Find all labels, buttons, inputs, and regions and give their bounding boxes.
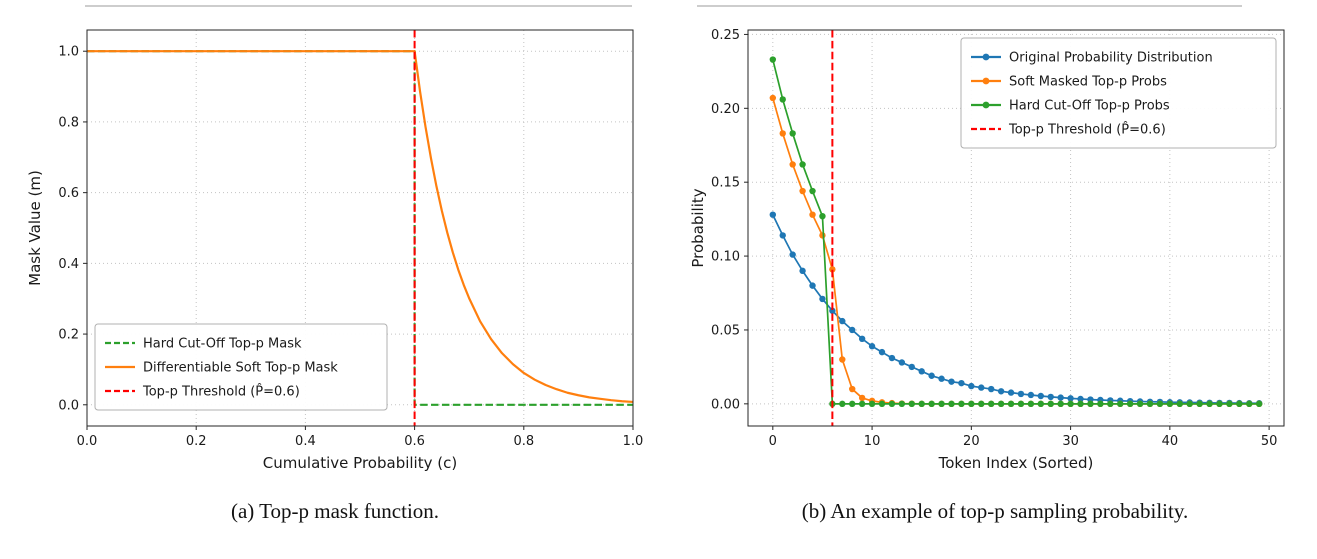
legend-label: Top-p Threshold (P̂=0.6) (1008, 122, 1166, 137)
y-axis-label: Mask Value (m) (26, 170, 44, 286)
top-rule-right (697, 5, 1242, 7)
axis-ticks: 0.0 0.2 0.4 0.6 0.8 1.0 0.0 0.2 0.4 0.6 0.8 1.0 (58, 45, 643, 449)
legend: Original Probability Distribution Soft Ma… (960, 37, 1277, 149)
x-tick-label: 0.8 (513, 434, 534, 449)
chart-b: 0 10 20 30 40 50 0.00 0.05 0.10 0.15 0.20 0.25 Token… (689, 28, 1285, 472)
legend-entry-soft-masked-top-p-probs: Soft Masked Top-p Probs (971, 75, 1167, 90)
legend-entry-hard-cut-off-top-p-probs: Hard Cut-Off Top-p Probs (971, 99, 1170, 114)
series-differentiable-soft-top-p-mask (87, 50, 634, 404)
series-original-probability-distribution (769, 211, 1263, 407)
legend-entry-top-p-threshold-p-0-6: Top-p Threshold (P̂=0.6) (105, 384, 300, 400)
y-tick-label: 0.25 (711, 28, 740, 43)
y-axis-label: Probability (689, 188, 707, 267)
x-tick-label: 0 (769, 434, 777, 449)
x-axis-label: Token Index (Sorted) (938, 454, 1094, 472)
x-tick-label: 40 (1162, 434, 1179, 449)
y-tick-label: 0.05 (711, 323, 740, 338)
y-tick-label: 0.8 (58, 115, 79, 130)
legend-label: Soft Masked Top-p Probs (1009, 75, 1167, 90)
y-tick-label: 0.15 (711, 176, 740, 191)
legend-label: Differentiable Soft Top-p Mask (143, 361, 338, 376)
legend: Hard Cut-Off Top-p Mask Differentiable So… (94, 323, 388, 411)
legend-entry-top-p-threshold-p-0-6: Top-p Threshold (P̂=0.6) (971, 122, 1166, 138)
y-tick-label: 0.6 (58, 186, 79, 201)
y-tick-label: 0.4 (58, 257, 79, 272)
y-tick-label: 0.00 (711, 397, 740, 412)
caption-subfigure-a: (a) Top-p mask function. (230, 499, 440, 523)
x-tick-label: 20 (963, 434, 980, 449)
y-tick-label: 0.2 (58, 328, 79, 343)
x-axis-label: Cumulative Probability (c) (263, 454, 457, 472)
legend-label: Top-p Threshold (P̂=0.6) (142, 384, 300, 399)
axes-frame (747, 29, 1285, 427)
legend-label: Original Probability Distribution (1009, 51, 1213, 66)
series-hard-cut-off-top-p-probs (769, 56, 1263, 408)
legend-label: Hard Cut-Off Top-p Probs (1009, 99, 1170, 114)
x-tick-label: 0.6 (404, 434, 425, 449)
x-tick-label: 1.0 (623, 434, 644, 449)
x-tick-label: 10 (864, 434, 881, 449)
y-tick-label: 1.0 (58, 45, 79, 60)
x-tick-label: 0.4 (295, 434, 316, 449)
x-tick-label: 0.2 (186, 434, 207, 449)
caption-subfigure-b: (b) An example of top-p sampling probabi… (801, 499, 1189, 523)
x-tick-label: 0.0 (77, 434, 98, 449)
y-tick-label: 0.10 (711, 250, 740, 265)
axis-ticks: 0 10 20 30 40 50 0.00 0.05 0.10 0.15 0.20 0.25 (711, 28, 1277, 449)
legend-label: Hard Cut-Off Top-p Mask (143, 337, 302, 352)
axes-frame (86, 29, 634, 427)
legend-entry-original-probability-distribution: Original Probability Distribution (971, 51, 1213, 66)
y-tick-label: 0.0 (58, 398, 79, 413)
chart-a: 0.0 0.2 0.4 0.6 0.8 1.0 0.0 0.2 0.4 0.6 0.8 1.0 Cumu… (26, 29, 643, 472)
x-tick-label: 30 (1062, 434, 1079, 449)
legend-entry-differentiable-soft-top-p-mask: Differentiable Soft Top-p Mask (105, 361, 338, 376)
top-rule-left (85, 5, 632, 7)
y-tick-label: 0.20 (711, 102, 740, 117)
legend-entry-hard-cut-off-top-p-mask: Hard Cut-Off Top-p Mask (105, 337, 302, 352)
x-tick-label: 50 (1261, 434, 1278, 449)
